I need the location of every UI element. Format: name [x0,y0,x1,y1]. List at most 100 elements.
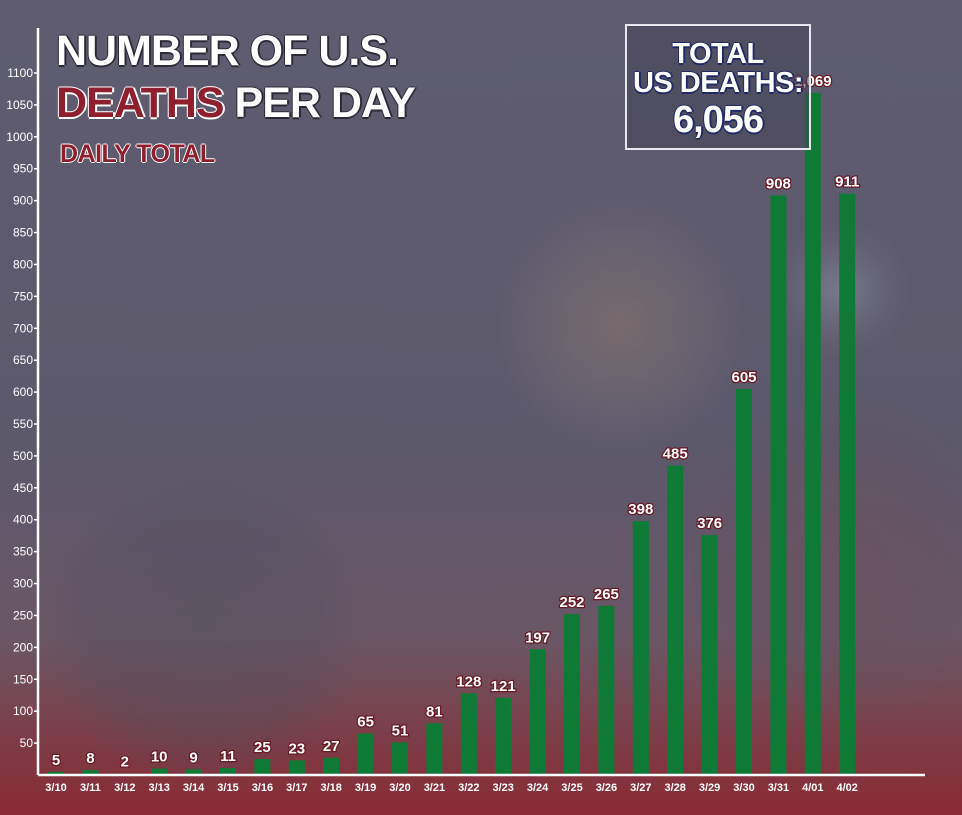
data-label: 265 [594,586,619,603]
y-tick-label: 350 [13,545,33,559]
x-tick-label: 3/22 [458,782,479,794]
data-label: 2 [121,754,129,771]
x-tick-label: 3/17 [286,782,307,794]
data-label: 605 [731,369,756,386]
x-tick-label: 3/23 [492,782,513,794]
x-tick-label: 3/21 [424,782,445,794]
y-tick-label: 200 [13,640,33,654]
bar-3-26 [598,605,615,775]
y-tick-label: 500 [13,449,33,463]
x-tick-label: 3/19 [355,782,376,794]
data-label: 8 [86,750,94,767]
data-label: 11 [220,748,236,765]
bar-3-30 [736,388,752,775]
x-tick-label: 3/12 [114,782,135,794]
bar-3-16 [254,759,271,775]
bar-4-01 [804,92,821,776]
data-label: 9 [189,749,197,766]
x-tick-label: 3/28 [664,782,685,794]
y-tick-label: 850 [13,226,33,240]
bar-3-29 [701,535,718,775]
total-deaths-box: TOTAL US DEATHS: 6,056 [625,24,811,150]
x-tick-label: 3/26 [596,782,617,794]
bar-3-18 [323,757,340,775]
y-axis: 50 100 150 200 250 300 350 400 450 500 550 600 650 70… [6,28,40,775]
bar-3-15 [220,767,236,775]
y-tick-label: 550 [13,417,33,431]
data-label: 252 [559,594,584,611]
bar-3-23 [495,697,512,775]
data-label: 51 [392,722,409,739]
x-tick-label: 3/14 [183,782,205,794]
x-tick-label: 3/20 [389,782,410,794]
x-tick-label: 3/13 [148,782,169,794]
y-tick-label: 400 [13,513,33,527]
data-label: 376 [697,515,722,532]
chart-title-line-2: DEATHS PER DAY [56,79,416,127]
bar-3-27 [632,521,649,775]
bar-4-02 [839,193,856,776]
total-label-line-2: US DEATHS: [632,67,804,99]
y-tick-label: 50 [20,736,34,750]
data-label: 81 [426,703,443,720]
chart-title-line-1: NUMBER OF U.S. [56,27,399,75]
bar-3-25 [564,614,580,775]
chart-title-rest: PER DAY [223,79,416,127]
y-tick-label: 1000 [6,130,33,144]
data-label: 398 [628,501,653,518]
bar-3-10 [48,771,64,775]
x-tick-label: 4/01 [802,782,823,794]
x-tick-label: 3/10 [45,782,66,794]
data-label: 25 [254,739,271,756]
data-label: 908 [766,176,791,193]
total-deaths-label: TOTAL US DEATHS: [627,40,809,98]
y-tick-label: 450 [13,481,33,495]
x-tick-label: 3/31 [768,782,789,794]
x-tick-label: 4/02 [836,782,857,794]
bar-3-20 [392,742,408,775]
total-deaths-value: 6,056 [672,99,764,141]
data-label: 121 [491,678,516,695]
bar-3-21 [426,723,443,775]
x-tick-label: 3/29 [699,782,720,794]
y-tick-label: 800 [13,257,33,271]
data-label: 128 [456,673,481,690]
y-tick-label: 950 [13,162,33,176]
x-tick-label: 3/27 [630,782,651,794]
x-tick-label: 3/15 [217,782,238,794]
data-label: 197 [525,629,550,646]
total-label-line-1: TOTAL [672,38,764,70]
data-label: 27 [323,738,340,755]
data-label: 5 [52,752,60,769]
data-label: 485 [663,445,688,462]
data-label: 911 [835,174,859,191]
x-tick-label: 3/24 [527,782,549,794]
bar-3-11 [82,769,99,775]
y-tick-label: 100 [13,704,33,718]
y-tick-label: 600 [13,385,33,399]
y-tick-label: 1050 [6,98,33,112]
data-label: 10 [151,749,168,766]
y-tick-label: 1100 [7,66,33,80]
x-tick-label: 3/16 [252,782,273,794]
y-tick-label: 750 [13,289,33,303]
y-tick-label: 700 [13,321,33,335]
bar-3-22 [460,693,477,775]
bar-3-13 [151,768,168,775]
y-tick-label: 250 [13,608,33,622]
x-tick-label: 3/25 [561,782,582,794]
bar-3-28 [667,465,684,775]
y-tick-label: 300 [13,577,33,591]
chart-subtitle: DAILY TOTAL [60,140,215,168]
y-tick-label: 900 [13,194,33,208]
chart-title-accent: DEATHS [56,79,225,127]
x-tick-label: 3/30 [733,782,754,794]
y-tick-label: 650 [13,353,33,367]
x-tick-label: 3/11 [80,782,101,794]
bar-3-24 [529,649,546,775]
data-label: 23 [288,740,305,757]
bar-3-17 [288,760,305,775]
